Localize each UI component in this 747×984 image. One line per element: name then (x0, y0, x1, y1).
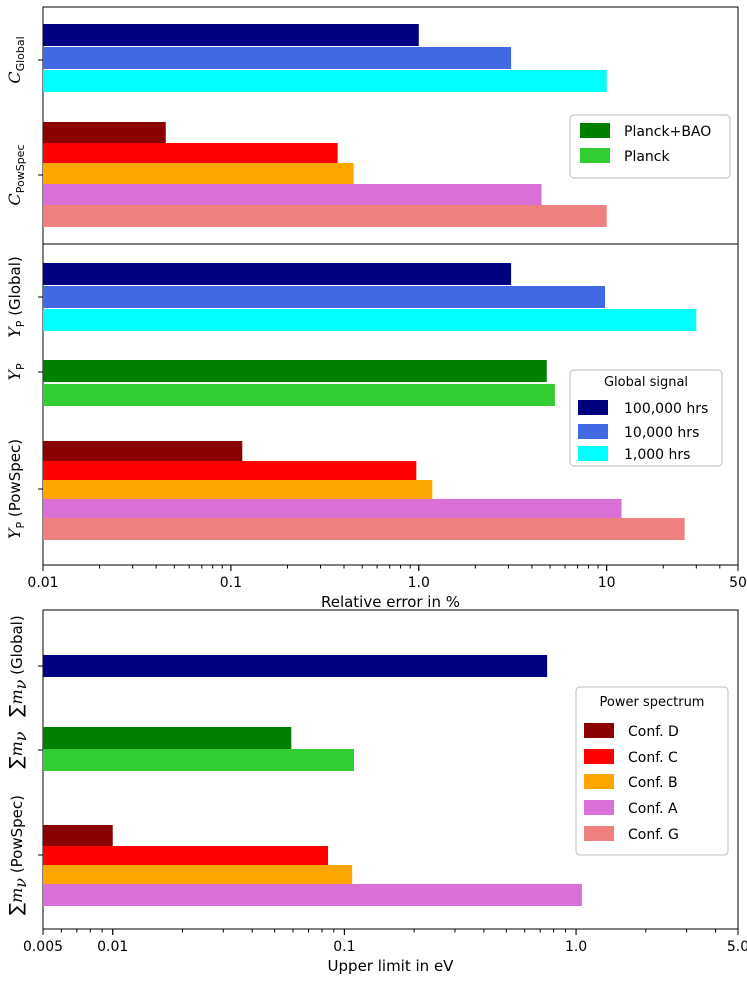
xtick-label-yp-0: 0.01 (27, 575, 58, 591)
ylabel-symbol: m (7, 741, 26, 756)
legend-label-1-2: 1,000 hrs (624, 447, 690, 463)
ylabel-C-0: CGlobal (5, 36, 27, 83)
ylabel-Y_P-1: YP (5, 363, 27, 381)
bar-sum_m_nu-2-2 (43, 865, 353, 887)
bar-C-1-1 (43, 143, 338, 165)
legend-label-2-4: Conf. G (628, 827, 679, 843)
bar-sum_m_nu-0-0 (43, 655, 548, 677)
bar-Y_P-0-2 (43, 309, 697, 331)
bar-C-1-0 (43, 122, 166, 144)
ylabel-sum: ∑ (6, 903, 27, 915)
ylabel-sum_m_nu-0: ∑mν (Global) (6, 615, 30, 716)
ylabel-subscript: Global (14, 36, 27, 71)
ylabel-symbol: Y (5, 527, 24, 539)
ylabel-Y_P-0: YP (Global) (5, 256, 27, 338)
ylabel-sum_m_nu-1: ∑mν (6, 731, 30, 768)
legend-swatch-1-0 (578, 400, 608, 415)
bar-sum_m_nu-2-3 (43, 884, 582, 906)
bar-Y_P-1-0 (43, 360, 547, 382)
bar-C-1-3 (43, 184, 542, 206)
bar-C-0-0 (43, 24, 419, 46)
ylabel-C-1: CPowSpec (5, 145, 27, 206)
legend-label-2-1: Conf. C (628, 750, 678, 766)
legend-swatch-2-2 (584, 774, 614, 789)
legend-label-1-1: 10,000 hrs (624, 425, 699, 441)
bar-Y_P-0-1 (43, 286, 606, 308)
legend-box-1 (569, 369, 723, 467)
legend-label-2-0: Conf. D (628, 724, 679, 740)
legend-swatch-1-1 (578, 424, 608, 439)
xtick-label-yp-3: 10 (598, 575, 616, 591)
ylabel-subscript: ν (11, 878, 30, 888)
ylabel-sum: ∑ (6, 705, 27, 717)
bar-Y_P-2-1 (43, 461, 417, 483)
xtick-label-mnu-2: 0.1 (333, 939, 355, 955)
ylabel-suffix: (Global) (8, 615, 26, 679)
xtick-label-yp-4: 50 (729, 575, 747, 591)
bar-sum_m_nu-1-0 (43, 727, 292, 749)
ylabel-symbol: Y (5, 326, 24, 338)
ylabel-suffix: (PowSpec) (6, 439, 24, 522)
xtick-label-yp-2: 1.0 (408, 575, 430, 591)
bar-Y_P-2-0 (43, 441, 243, 463)
ylabel-suffix: (Global) (6, 256, 24, 320)
legend-label-2-3: Conf. A (628, 801, 678, 817)
bar-C-0-1 (43, 47, 512, 69)
ylabel-subscript: ν (11, 679, 30, 689)
xtick-label-yp-1: 0.1 (220, 575, 242, 591)
xtick-label-mnu-0: 0.005 (23, 939, 63, 955)
legend-label-2-2: Conf. B (628, 775, 678, 791)
xtick-label-mnu-3: 1.0 (565, 939, 587, 955)
xtick-label-mnu-1: 0.01 (97, 939, 128, 955)
ylabel-symbol: Y (5, 369, 24, 381)
ylabel-sum_m_nu-2: ∑mν (PowSpec) (6, 795, 30, 915)
legend-swatch-1-2 (578, 446, 608, 461)
xlabel-relative-error: Relative error in % (321, 593, 460, 611)
ylabel-subscript: PowSpec (14, 145, 27, 194)
ylabel-symbol: C (5, 71, 24, 83)
ylabel-subscript: ν (11, 731, 30, 741)
bar-Y_P-2-3 (43, 499, 622, 521)
legend-title-2: Power spectrum (600, 695, 705, 710)
bar-sum_m_nu-2-0 (43, 825, 113, 847)
legend-swatch-2-3 (584, 800, 614, 815)
ylabel-symbol: C (5, 193, 24, 205)
bar-C-1-4 (43, 205, 607, 227)
ylabel-Y_P-2: YP (PowSpec) (5, 439, 27, 539)
bar-Y_P-1-1 (43, 384, 555, 406)
legend-swatch-0-1 (580, 148, 610, 163)
bar-Y_P-2-2 (43, 480, 433, 502)
bar-sum_m_nu-2-1 (43, 846, 329, 868)
bar-Y_P-0-0 (43, 263, 512, 285)
ylabel-suffix: (PowSpec) (8, 795, 26, 878)
bar-sum_m_nu-1-1 (43, 749, 354, 771)
legend-swatch-2-0 (584, 723, 614, 738)
xlabel-upper-limit: Upper limit in eV (328, 957, 455, 975)
legend-swatch-2-1 (584, 749, 614, 764)
ylabel-symbol: m (7, 689, 26, 704)
bar-C-1-2 (43, 163, 354, 185)
ylabel-subscript: P (14, 363, 27, 370)
legend-swatch-0-0 (580, 123, 610, 138)
legend-label-0-1: Planck (624, 149, 670, 165)
ylabel-subscript: P (14, 522, 27, 529)
ylabel-subscript: P (14, 320, 27, 327)
bar-C-0-2 (43, 70, 607, 92)
xtick-label-mnu-4: 5.0 (727, 939, 747, 955)
ylabel-symbol: m (7, 888, 26, 903)
legend-label-0-0: Planck+BAO (624, 124, 711, 140)
bar-Y_P-2-4 (43, 518, 685, 540)
legend-label-1-0: 100,000 hrs (624, 401, 708, 417)
ylabel-sum: ∑ (6, 756, 27, 768)
legend-title-1: Global signal (604, 375, 688, 390)
legend-swatch-2-4 (584, 826, 614, 841)
